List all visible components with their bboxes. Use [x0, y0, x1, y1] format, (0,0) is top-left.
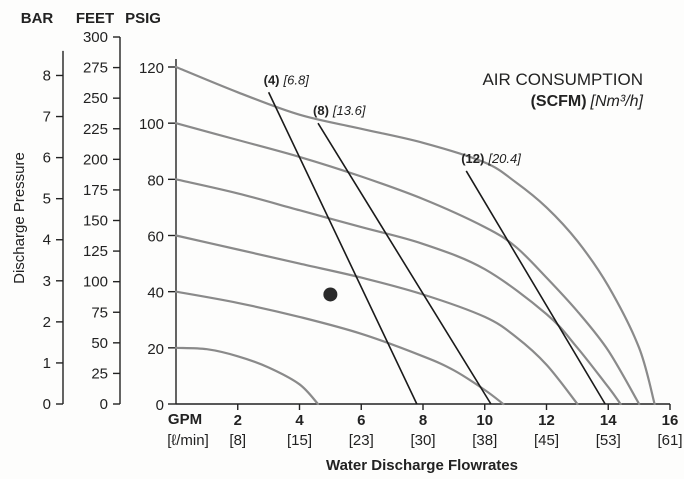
performance-curve: [174, 65, 656, 406]
operating-point-layer: [323, 287, 338, 302]
feet-tick-label: 225: [83, 121, 108, 138]
curves-layer: [174, 65, 656, 406]
air-consumption-label: (8) [13.6]: [313, 103, 366, 118]
air-consumption-scfm: (4): [264, 72, 280, 87]
x-tick-label-gpm: 4: [295, 412, 304, 429]
feet-tick-label: 75: [91, 304, 108, 321]
chart-subtitle-units: [Nm³/h]: [590, 93, 644, 110]
feet-axis-header: FEET: [76, 10, 114, 27]
feet-tick-label: 125: [83, 243, 108, 260]
air-consumption-metric: [20.4]: [487, 151, 521, 166]
feet-tick-label: 50: [91, 335, 108, 352]
air-consumption-line: [317, 122, 492, 405]
bar-tick-label: 0: [43, 396, 51, 413]
bar-tick-label: 4: [43, 232, 51, 249]
x-tick-label-lmin: [38]: [472, 432, 497, 449]
axes-layer: 0123456780255075100125150175200225250275…: [43, 29, 683, 449]
air-consumption-layer: (4) [6.8] (8) [13.6] (12) [20.4]: [264, 72, 606, 405]
x-tick-label-lmin: [15]: [287, 432, 312, 449]
x-tick-label-gpm: 16: [662, 412, 679, 429]
air-consumption-scfm: (12): [461, 151, 484, 166]
bar-tick-label: 6: [43, 150, 51, 167]
y-axis-title: Discharge Pressure: [11, 152, 28, 284]
bar-tick-label: 2: [43, 314, 51, 331]
air-consumption-metric: [6.8]: [283, 72, 310, 87]
x-tick-label-gpm: 2: [234, 412, 242, 429]
feet-tick-label: 100: [83, 274, 108, 291]
chart-title: AIR CONSUMPTION: [482, 70, 643, 89]
bar-tick-label: 3: [43, 273, 51, 290]
feet-tick-label: 25: [91, 365, 108, 382]
x-tick-label-lmin: [30]: [410, 432, 435, 449]
feet-tick-label: 175: [83, 182, 108, 199]
feet-tick-label: 300: [83, 29, 108, 46]
x-unit-lmin: [ℓ/min]: [167, 432, 209, 449]
psig-tick-label: 120: [139, 60, 164, 77]
psig-tick-label: 40: [147, 285, 164, 302]
feet-tick-label: 150: [83, 213, 108, 230]
x-tick-label-lmin: [8]: [229, 432, 246, 449]
performance-curve: [174, 290, 505, 406]
air-consumption-label: (4) [6.8]: [264, 72, 310, 87]
x-unit-gpm: GPM: [168, 411, 202, 428]
x-tick-label-lmin: [53]: [596, 432, 621, 449]
air-consumption-scfm: (8): [313, 103, 329, 118]
psig-tick-label: 80: [147, 172, 164, 189]
x-tick-label-gpm: 6: [357, 412, 365, 429]
psig-tick-label: 100: [139, 116, 164, 133]
bar-tick-label: 1: [43, 355, 51, 372]
performance-curve: [174, 346, 320, 406]
x-tick-label-lmin: [61]: [657, 432, 682, 449]
operating-point-marker: [323, 287, 338, 302]
bar-tick-label: 7: [43, 109, 51, 126]
psig-axis-header: PSIG: [125, 10, 161, 27]
x-tick-label-gpm: 14: [600, 412, 617, 429]
bar-tick-label: 8: [43, 67, 51, 84]
chart-subtitle-bold: (SCFM): [531, 93, 587, 110]
psig-tick-label: 0: [156, 397, 164, 414]
air-consumption-line: [267, 91, 418, 405]
air-consumption-line: [465, 170, 606, 405]
x-tick-label-gpm: 12: [538, 412, 555, 429]
performance-curve: [174, 178, 622, 406]
x-tick-label-lmin: [23]: [349, 432, 374, 449]
x-tick-label-lmin: [45]: [534, 432, 559, 449]
x-tick-label-gpm: 8: [419, 412, 427, 429]
x-tick-label-gpm: 10: [476, 412, 493, 429]
psig-tick-label: 20: [147, 341, 164, 358]
chart-subtitle: (SCFM) [Nm³/h]: [531, 93, 644, 110]
feet-tick-label: 200: [83, 151, 108, 168]
air-consumption-label: (12) [20.4]: [461, 151, 521, 166]
psig-tick-label: 60: [147, 229, 164, 246]
performance-curve: [174, 122, 641, 406]
feet-tick-label: 275: [83, 60, 108, 77]
air-consumption-metric: [13.6]: [332, 103, 366, 118]
feet-tick-label: 250: [83, 90, 108, 107]
x-axis-title: Water Discharge Flowrates: [326, 457, 518, 474]
bar-axis-header: BAR: [21, 10, 54, 27]
bar-tick-label: 5: [43, 191, 51, 208]
feet-tick-label: 0: [100, 396, 108, 413]
